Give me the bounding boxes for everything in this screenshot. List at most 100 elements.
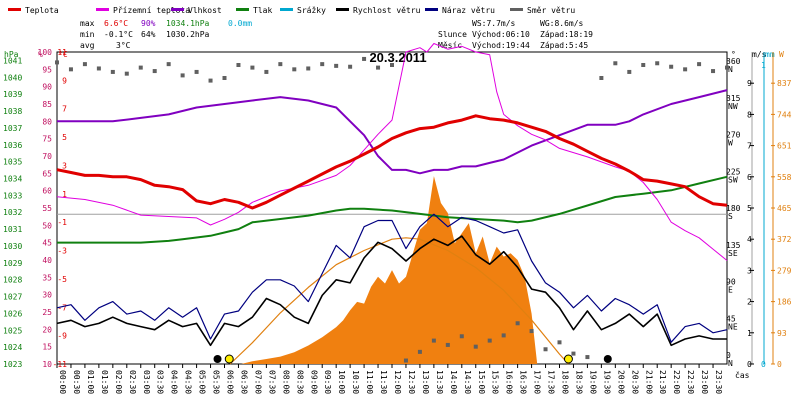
pressure-tick-label: 1027 [3, 293, 22, 302]
wind-dir-compass-label: SW [728, 175, 738, 184]
humidity-tick-label: 80 [42, 117, 52, 126]
wind-direction-point [166, 62, 171, 67]
x-axis-tick-label: 05:00 [198, 370, 207, 394]
legend-item-teplota: Teplota [8, 6, 59, 15]
x-axis-tick-label: 14:00 [449, 370, 458, 394]
x-axis-tick-label: 00:30 [72, 370, 81, 394]
humidity-tick-label: 70 [42, 152, 52, 161]
x-axis-tick-label: 13:30 [435, 370, 444, 394]
pressure-axis-unit: hPa [4, 50, 19, 59]
temperature-tick-label: -3 [57, 247, 67, 256]
pressure-series-line [57, 175, 728, 244]
legend-swatch [8, 8, 21, 11]
rain-tick-label: 0 [761, 360, 766, 369]
wind-dir-tick-label: 45 [726, 314, 736, 323]
humidity-tick-label: 65 [42, 169, 52, 178]
legend-swatch [236, 8, 249, 11]
legend-label: Srážky [297, 6, 326, 15]
sun-moon-markers-layer [213, 354, 612, 364]
solar-tick-label: 0 [777, 360, 782, 369]
x-axis-tick-label: 11:30 [379, 370, 388, 394]
wind-direction-point [725, 65, 729, 70]
stat-min-label: min [80, 30, 95, 39]
x-axis-tick-label: 02:00 [114, 370, 123, 394]
wind-gust-readout: WG:8.6m/s [540, 19, 584, 28]
rain-tick-label: 1 [761, 61, 766, 70]
wind-direction-point [585, 355, 590, 360]
temperature-tick-label: -5 [57, 275, 67, 284]
x-axis-tick-label: 22:00 [672, 370, 681, 394]
wind-dir-tick-label: 225 [726, 167, 741, 176]
wind-dir-tick-label: 135 [726, 241, 741, 250]
x-axis-tick-label: 20:00 [616, 370, 625, 394]
legend-swatch [171, 8, 184, 11]
pressure-tick-label: 1031 [3, 225, 22, 234]
wind-speed-tick-label: 3 [747, 266, 752, 275]
wind-direction-point [683, 67, 688, 72]
x-axis-tick-label: 01:30 [100, 370, 109, 394]
pressure-tick-label: 1040 [3, 73, 22, 82]
sun-rise: Východ:06:10 [472, 30, 530, 39]
solar-tick-label: 837 [777, 79, 792, 88]
legend-swatch [336, 8, 349, 11]
pressure-tick-label: 1026 [3, 309, 22, 318]
pressure-tick-label: 1037 [3, 124, 22, 133]
x-axis-tick-label: 20:30 [630, 370, 639, 394]
solar-area-layer [241, 176, 538, 364]
solar-tick-label: 744 [777, 110, 792, 119]
x-axis-tick-label: 07:00 [253, 370, 262, 394]
sun-event-marker [563, 354, 573, 364]
x-axis-tick-label: 04:30 [184, 370, 193, 394]
x-axis-tick-label: 13:00 [421, 370, 430, 394]
legend-item-vlhkost: Vlhkost [171, 6, 222, 15]
x-axis-tick-label: 07:30 [267, 370, 276, 394]
wind-direction-point [543, 347, 548, 352]
wind-speed-tick-label: 2 [747, 298, 752, 307]
temperature-tick-label: 11 [57, 48, 67, 57]
temperature-tick-label: -7 [57, 303, 67, 312]
wind-dir-compass-label: N [728, 65, 733, 74]
sun-label: Slunce [438, 30, 467, 39]
x-axis-tick-label: 01:00 [86, 370, 95, 394]
wind-dir-compass-label: W [728, 139, 733, 148]
wind-direction-point [222, 76, 227, 80]
humidity-tick-label: 10 [42, 360, 52, 369]
wind-direction-point [250, 65, 255, 70]
x-axis-tick-label: 12:00 [393, 370, 402, 394]
temperature-tick-label: 3 [62, 161, 67, 170]
solar-tick-label: 465 [777, 204, 792, 213]
pressure-tick-label: 1038 [3, 107, 22, 116]
wind-direction-point [152, 69, 157, 74]
wind-speed-series-line [56, 235, 727, 347]
legend-label: Náraz větru [442, 6, 495, 15]
x-axis-tick-label: 23:30 [714, 370, 723, 394]
legend-swatch [280, 8, 293, 11]
humidity-tick-label: 20 [42, 325, 52, 334]
wind-direction-point [487, 338, 492, 343]
wind-direction-point [110, 69, 115, 74]
temperature-tick-label: 1 [62, 190, 67, 199]
wind-direction-point [320, 62, 325, 67]
solar-tick-label: 372 [777, 235, 792, 244]
x-axis-tick-label: 09:00 [309, 370, 318, 394]
x-axis-tick-label: 02:30 [128, 370, 137, 394]
wind-direction-point [599, 76, 604, 80]
humidity-tick-label: 25 [42, 308, 52, 317]
wind-direction-point [278, 62, 283, 67]
wind-direction-point [669, 64, 674, 69]
wind-speed-tick-label: 6 [747, 173, 752, 182]
pressure-tick-label: 1024 [3, 343, 22, 352]
axis-ticks-layer: 1023102410251026102710281029103010311032… [3, 48, 792, 369]
pressure-tick-label: 1028 [3, 276, 22, 285]
humidity-tick-label: 95 [42, 65, 52, 74]
wind-dir-tick-label: 90 [726, 278, 736, 287]
wind-direction-point [613, 61, 618, 66]
solar-tick-label: 651 [777, 142, 792, 151]
wind-direction-point [180, 73, 185, 78]
wind-speed-tick-label: 0 [747, 360, 752, 369]
pressure-tick-label: 1033 [3, 191, 22, 200]
humidity-tick-label: 60 [42, 187, 52, 196]
pressure-tick-label: 1041 [3, 56, 22, 65]
moon-event-marker [213, 355, 222, 363]
x-axis-tick-label: 23:00 [700, 370, 709, 394]
